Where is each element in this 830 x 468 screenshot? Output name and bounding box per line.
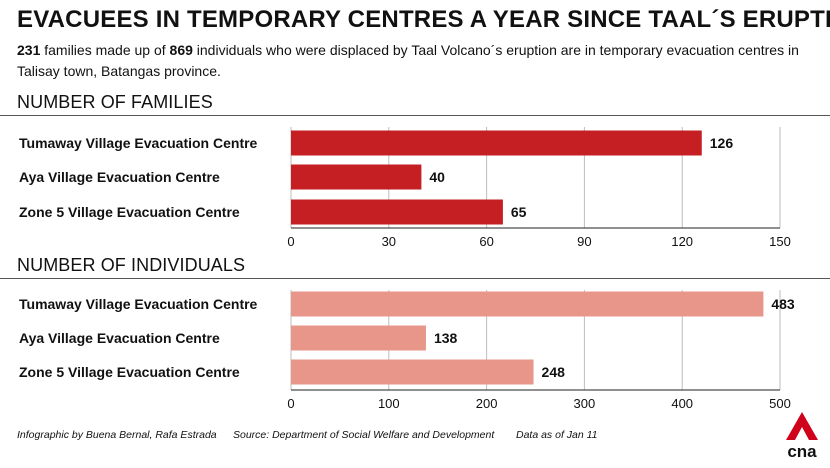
families-bar xyxy=(291,164,422,190)
individuals-data-label: 138 xyxy=(434,330,458,346)
chart-subtitle: 231 families made up of 869 individuals … xyxy=(17,40,807,82)
individuals-count: 869 xyxy=(169,42,193,58)
families-data-label: 65 xyxy=(511,204,527,220)
individuals-tick-label: 300 xyxy=(574,396,596,411)
families-bar xyxy=(291,199,503,225)
families-category-label: Aya Village Evacuation Centre xyxy=(19,169,220,185)
individuals-tick-label: 400 xyxy=(671,396,693,411)
families-tick-label: 0 xyxy=(287,234,294,249)
individuals-category-label: Zone 5 Village Evacuation Centre xyxy=(19,364,240,380)
individuals-data-label: 483 xyxy=(771,296,795,312)
families-data-label: 40 xyxy=(429,169,445,185)
individuals-category-label: Aya Village Evacuation Centre xyxy=(19,330,220,346)
families-category-label: Tumaway Village Evacuation Centre xyxy=(19,135,258,151)
cna-logo-text: cna xyxy=(787,442,817,460)
individuals-data-label: 248 xyxy=(542,364,566,380)
individuals-divider xyxy=(0,278,830,279)
families-data-label: 126 xyxy=(710,135,734,151)
families-tick-label: 120 xyxy=(671,234,693,249)
individuals-bar xyxy=(291,325,426,351)
chart-title: EVACUEES IN TEMPORARY CENTRES A YEAR SIN… xyxy=(17,6,830,33)
subtitle-text-2: individuals who were displaced by Taal V… xyxy=(17,42,799,79)
families-divider xyxy=(0,115,830,116)
families-bar xyxy=(291,130,702,156)
families-category-label: Zone 5 Village Evacuation Centre xyxy=(19,204,240,220)
credit-text: Infographic by Buena Bernal, Rafa Estrad… xyxy=(17,429,217,441)
families-tick-label: 60 xyxy=(479,234,493,249)
subtitle-text-1: families made up of xyxy=(40,42,170,58)
data-date-text: Data as of Jan 11 xyxy=(516,429,598,441)
individuals-bar xyxy=(291,291,764,317)
individuals-tick-label: 0 xyxy=(287,396,294,411)
families-tick-label: 90 xyxy=(577,234,591,249)
families-tick-label: 150 xyxy=(769,234,791,249)
cna-logo: cna xyxy=(782,410,822,460)
individuals-bar xyxy=(291,359,534,385)
individuals-tick-label: 100 xyxy=(378,396,400,411)
families-count: 231 xyxy=(17,42,41,58)
individuals-category-label: Tumaway Village Evacuation Centre xyxy=(19,296,258,312)
source-text: Source: Department of Social Welfare and… xyxy=(233,429,495,441)
families-tick-label: 30 xyxy=(382,234,396,249)
individuals-section-title: NUMBER OF INDIVIDUALS xyxy=(17,255,246,275)
individuals-tick-label: 200 xyxy=(476,396,498,411)
cna-logo-icon: cna xyxy=(786,412,818,460)
individuals-tick-label: 500 xyxy=(769,396,791,411)
families-section-title: NUMBER OF FAMILIES xyxy=(17,92,213,112)
